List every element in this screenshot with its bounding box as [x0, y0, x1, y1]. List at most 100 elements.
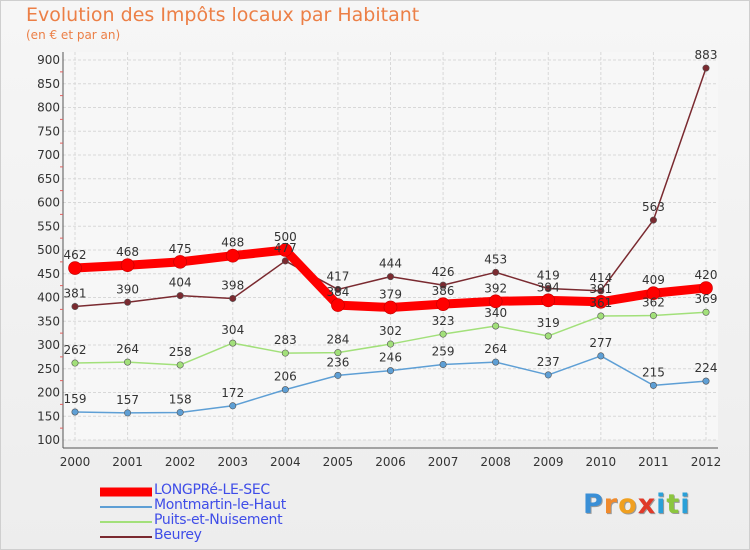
x-tick-label: 2005	[323, 455, 354, 469]
x-tick-label: 2001	[112, 455, 143, 469]
data-point	[699, 281, 713, 295]
data-point	[544, 332, 552, 340]
x-tick-label: 2006	[375, 455, 406, 469]
data-point	[173, 255, 187, 269]
data-label: 264	[484, 342, 507, 356]
data-label: 361	[589, 296, 612, 310]
data-point	[334, 285, 342, 293]
data-point	[597, 352, 605, 360]
y-tick-label: 850	[37, 77, 60, 91]
x-tick-label: 2012	[691, 455, 722, 469]
y-tick-label: 350	[37, 314, 60, 328]
data-point	[702, 64, 710, 72]
data-point	[597, 312, 605, 320]
data-point	[492, 322, 500, 330]
data-point	[281, 257, 289, 265]
data-label: 883	[695, 48, 718, 62]
legend-swatch-beurey	[100, 535, 152, 538]
data-point	[71, 359, 79, 367]
data-point	[176, 361, 184, 369]
data-label: 468	[116, 245, 139, 259]
data-point	[702, 377, 710, 385]
x-tick-label: 2010	[586, 455, 617, 469]
logo-letter: i	[656, 489, 667, 520]
logo-letter: i	[680, 489, 691, 520]
data-label: 340	[484, 306, 507, 320]
data-label: 419	[537, 268, 560, 282]
data-label: 453	[484, 252, 507, 266]
data-label: 381	[64, 287, 87, 301]
y-tick-label: 600	[37, 196, 60, 210]
data-label: 284	[326, 333, 349, 347]
data-point	[597, 287, 605, 295]
data-label: 224	[695, 361, 718, 375]
legend-item-beurey: Beurey	[100, 527, 400, 544]
legend-swatch-longpre	[100, 487, 152, 496]
data-point	[386, 273, 394, 281]
data-label: 420	[695, 268, 718, 282]
data-point	[334, 349, 342, 357]
legend-item-puits: Puits-et-Nuisement	[100, 512, 400, 529]
data-point	[124, 409, 132, 417]
data-label: 258	[169, 345, 192, 359]
y-tick-label: 150	[37, 409, 60, 423]
y-tick-label: 900	[37, 53, 60, 67]
y-tick-label: 800	[37, 101, 60, 115]
plot-area	[63, 52, 718, 440]
data-point	[331, 298, 345, 312]
data-label: 488	[221, 236, 244, 250]
data-point	[278, 243, 293, 257]
data-label: 391	[589, 282, 612, 296]
data-label: 384	[326, 285, 349, 299]
y-tick-label: 650	[37, 172, 60, 186]
data-label: 392	[484, 281, 507, 295]
data-point	[281, 349, 289, 357]
data-label: 277	[589, 336, 612, 350]
data-label: 426	[432, 265, 455, 279]
data-point	[492, 358, 500, 366]
axis-layer: 100 150 200 250 300 350 400 450 500 550 600 650 700 7…	[37, 52, 721, 469]
x-tick-label: 2003	[217, 455, 248, 469]
legend-swatch-puits	[100, 520, 152, 523]
data-label: 404	[169, 276, 192, 290]
data-point	[488, 294, 503, 309]
data-label: 409	[642, 273, 665, 287]
data-label: 264	[116, 342, 139, 356]
data-point	[544, 371, 552, 379]
y-tick-label: 750	[37, 124, 60, 138]
data-point	[649, 381, 657, 389]
data-point	[439, 360, 447, 368]
data-point	[383, 300, 398, 315]
data-point	[229, 402, 237, 410]
data-point	[594, 294, 608, 309]
data-point	[120, 258, 135, 273]
data-label: 386	[432, 284, 455, 298]
legend-label-beurey: Beurey	[154, 527, 202, 543]
data-point	[702, 308, 710, 316]
y-tick-label: 400	[37, 291, 60, 305]
chart-title: Evolution des Impôts locaux par Habitant	[26, 4, 420, 26]
legend: LONGPRé-LE-SEC Montmartin-le-Haut Puits-…	[100, 482, 400, 544]
y-tick-label: 500	[37, 243, 60, 257]
y-tick-label: 450	[37, 267, 60, 281]
data-label: 237	[537, 355, 560, 369]
x-tick-label: 2004	[270, 455, 301, 469]
data-point	[229, 294, 237, 302]
data-label: 246	[379, 351, 402, 365]
x-tick-label: 2011	[638, 455, 669, 469]
data-point	[124, 298, 132, 306]
data-label-layer: 381 390 404 398 477 417 444 426 453 419 414 563 883 2…	[64, 48, 718, 407]
data-point	[439, 330, 447, 338]
data-label: 417	[326, 269, 349, 283]
data-label: 394	[537, 280, 560, 294]
data-point	[68, 261, 82, 275]
data-label: 259	[432, 344, 455, 358]
data-point	[492, 268, 500, 276]
data-point	[281, 386, 289, 394]
y-tick-label: 300	[37, 338, 60, 352]
logo-letter: P	[583, 489, 604, 520]
data-point	[334, 371, 342, 379]
legend-item-montmartin: Montmartin-le-Haut	[100, 497, 400, 514]
logo-letter: t	[666, 489, 681, 520]
